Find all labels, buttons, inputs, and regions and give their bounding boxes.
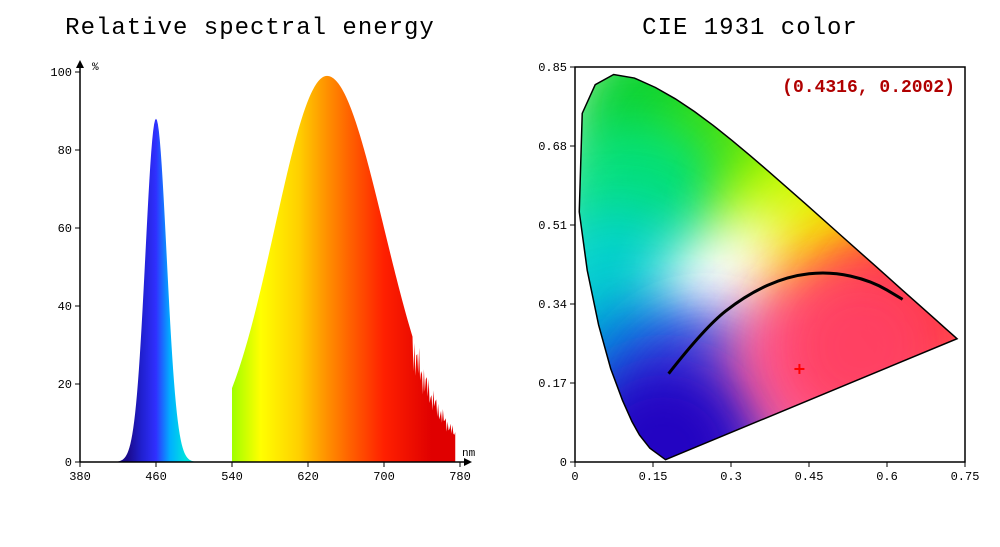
svg-text:0.17: 0.17 xyxy=(538,377,567,391)
svg-text:40: 40 xyxy=(58,300,72,314)
svg-text:0.34: 0.34 xyxy=(538,298,567,312)
svg-text:80: 80 xyxy=(58,144,72,158)
svg-text:60: 60 xyxy=(58,222,72,236)
svg-text:0.51: 0.51 xyxy=(538,219,567,233)
spectral-chart: 380 460 540 620 700 780 0 20 40 60 80 100% nm xyxy=(20,52,480,502)
svg-text:540: 540 xyxy=(221,470,243,484)
cie-panel: CIE 1931 color (0.4316, 0.2002) 0 0.15 0.3 0… xyxy=(520,0,980,502)
svg-text:460: 460 xyxy=(145,470,167,484)
svg-text:620: 620 xyxy=(297,470,319,484)
spectral-title: Relative spectral energy xyxy=(65,15,435,42)
svg-text:0.3: 0.3 xyxy=(720,470,742,484)
svg-text:0.6: 0.6 xyxy=(876,470,898,484)
svg-text:380: 380 xyxy=(69,470,91,484)
svg-text:20: 20 xyxy=(58,378,72,392)
svg-text:%: % xyxy=(92,62,99,74)
svg-text:780: 780 xyxy=(449,470,471,484)
svg-text:0.75: 0.75 xyxy=(951,470,980,484)
svg-text:700: 700 xyxy=(373,470,395,484)
svg-text:0.15: 0.15 xyxy=(639,470,668,484)
svg-text:0: 0 xyxy=(571,470,578,484)
svg-text:0.45: 0.45 xyxy=(795,470,824,484)
svg-text:nm: nm xyxy=(462,448,476,460)
cie-title: CIE 1931 color xyxy=(642,15,858,42)
svg-text:0.85: 0.85 xyxy=(538,61,567,75)
svg-text:0: 0 xyxy=(65,456,72,470)
svg-text:100: 100 xyxy=(50,66,72,80)
svg-text:0: 0 xyxy=(560,456,567,470)
cie-chart: (0.4316, 0.2002) 0 0.15 0.3 0.45 0.6 0.75 0 0.17… xyxy=(520,52,980,502)
svg-text:0.68: 0.68 xyxy=(538,140,567,154)
spectral-panel: Relative spectral energy 380 460 540 620 700… xyxy=(20,0,480,502)
cie-coord-label: (0.4316, 0.2002) xyxy=(782,78,955,98)
